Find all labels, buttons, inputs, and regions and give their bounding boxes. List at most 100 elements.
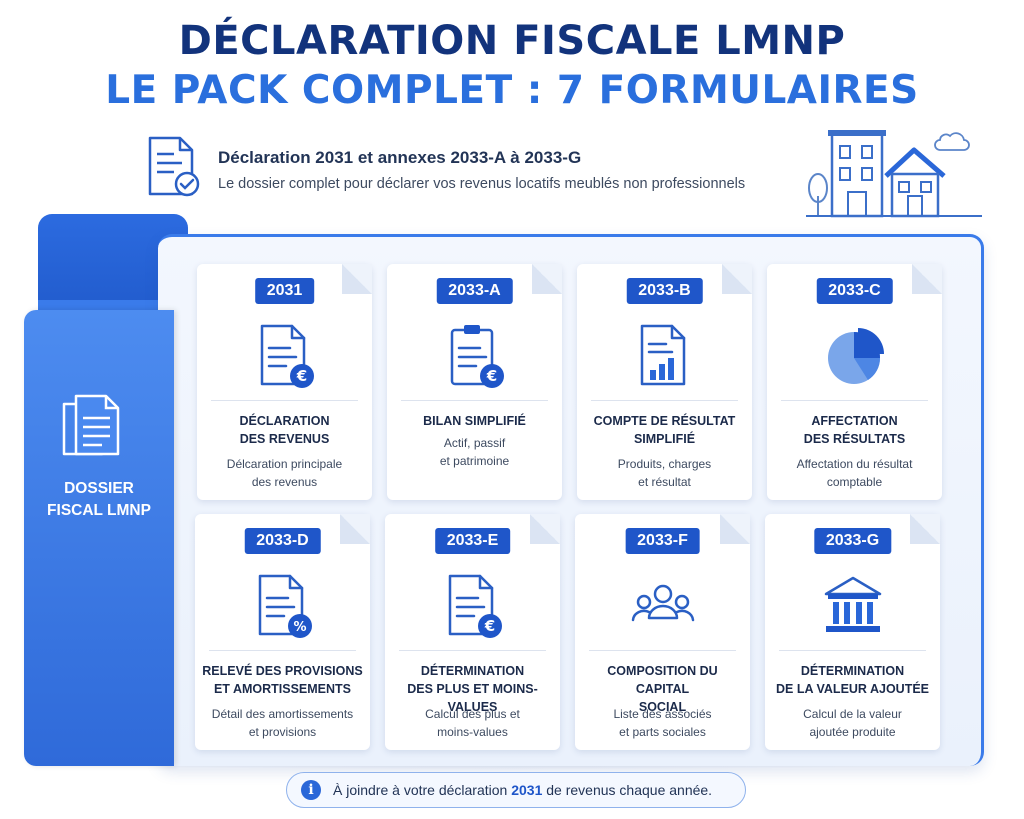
form-title: DÉCLARATION DES REVENUS — [201, 412, 368, 448]
form-desc-line2: comptable — [826, 475, 883, 489]
form-title-line2: DES PLUS ET MOINS-VALUES — [407, 682, 538, 714]
info-text-after: de revenus chaque année. — [546, 782, 713, 798]
form-title-line1: RELEVÉ DES PROVISIONS — [202, 664, 363, 678]
card-divider — [399, 650, 546, 651]
form-description: Calcul des plus et moins-values — [389, 705, 556, 741]
document-chart-icon — [640, 324, 685, 386]
info-icon: i — [301, 780, 321, 800]
form-title: COMPOSITION DU CAPITAL SOCIAL — [579, 662, 746, 716]
main-subtitle: LE PACK COMPLET : 7 FORMULAIRES — [105, 68, 919, 113]
document-euro-icon: € — [448, 574, 502, 638]
form-desc-line2: et parts sociales — [619, 725, 706, 739]
form-title-line1: DÉTERMINATION — [420, 664, 525, 678]
form-title-line1: DÉCLARATION — [239, 414, 330, 428]
form-title: COMPTE DE RÉSULTAT SIMPLIFIÉ — [581, 412, 748, 448]
card-divider — [591, 400, 738, 401]
form-desc-line1: Calcul de la valeur — [803, 707, 902, 721]
page-fold — [342, 264, 372, 294]
form-desc-line2: des revenus — [251, 475, 318, 489]
form-card-2033-c: 2033-C AFFECTATION DES RÉSULTATS Affecta… — [767, 264, 942, 500]
folder-label-line1: DOSSIER — [64, 480, 134, 497]
form-title-line1: DÉTERMINATION — [800, 664, 905, 678]
form-card-2033-g: 2033-G DÉTERMINATION DE LA VALEUR AJOUTÉ… — [765, 514, 940, 750]
form-card-2031: 2031 € DÉCLARATION DES REVENUS Délcarati… — [197, 264, 372, 500]
bank-building-icon — [824, 576, 881, 632]
form-description: Actif, passif et patrimoine — [391, 434, 558, 470]
form-code-badge: 2033-B — [626, 278, 703, 304]
form-desc-line2: ajoutée produite — [809, 725, 896, 739]
form-title: AFFECTATION DES RÉSULTATS — [771, 412, 938, 448]
header-subtitle: Déclaration 2031 et annexes 2033-A à 203… — [218, 148, 582, 167]
form-code-badge: 2033-A — [436, 278, 513, 304]
form-code-badge: 2033-D — [244, 528, 321, 554]
form-code-badge: 2033-G — [813, 528, 892, 554]
form-card-2033-d: 2033-D % RELEVÉ DES PROVISIONS ET AMORTI… — [195, 514, 370, 750]
form-code-badge: 2033-C — [816, 278, 893, 304]
form-desc-line1: Produits, charges — [617, 457, 712, 471]
svg-text:€: € — [295, 367, 306, 385]
form-code-badge: 2033-E — [434, 528, 511, 554]
form-title-line2: ET AMORTISSEMENTS — [213, 682, 352, 696]
folder-label: DOSSIER FISCAL LMNP — [24, 478, 174, 522]
form-title: BILAN SIMPLIFIÉ — [391, 412, 558, 430]
page-fold — [912, 264, 942, 294]
page-fold — [532, 264, 562, 294]
form-desc-line1: Actif, passif — [443, 436, 506, 450]
form-title-line2: SOCIAL — [638, 700, 687, 714]
clipboard-euro-icon: € — [450, 325, 504, 388]
card-divider — [209, 650, 356, 651]
document-percent-icon: % — [258, 574, 312, 638]
info-text-bold: 2031 — [511, 782, 543, 798]
documents-stack-icon — [62, 394, 120, 456]
card-divider — [401, 400, 548, 401]
header-description: Le dossier complet pour déclarer vos rev… — [218, 176, 746, 192]
page-fold — [340, 514, 370, 544]
form-desc-line2: et provisions — [248, 725, 317, 739]
form-title-line1: AFFECTATION — [811, 414, 898, 428]
card-divider — [589, 650, 736, 651]
form-title-line1: BILAN SIMPLIFIÉ — [423, 414, 526, 428]
form-title-line2: DES RÉSULTATS — [803, 432, 906, 446]
form-description: Affectation du résultat comptable — [771, 455, 938, 491]
form-title-line2: DES REVENUS — [239, 432, 330, 446]
svg-text:€: € — [483, 617, 494, 635]
form-description: Produits, charges et résultat — [581, 455, 748, 491]
page-fold — [722, 264, 752, 294]
form-description: Délcaration principale des revenus — [201, 455, 368, 491]
card-divider — [211, 400, 358, 401]
form-card-2033-a: 2033-A € BILAN SIMPLIFIÉ Actif, passif e… — [387, 264, 562, 500]
info-banner: i À joindre à votre déclaration 2031 de … — [286, 772, 746, 808]
form-desc-line1: Liste des associés — [613, 707, 712, 721]
form-desc-line1: Détail des amortissements — [211, 707, 354, 721]
form-title-line1: COMPTE DE RÉSULTAT — [593, 414, 736, 428]
form-title: DÉTERMINATION DES PLUS ET MOINS-VALUES — [389, 662, 556, 716]
form-desc-line1: Calcul des plus et — [425, 707, 520, 721]
document-check-icon — [148, 136, 200, 197]
page-fold — [910, 514, 940, 544]
form-code-badge: 2031 — [254, 278, 315, 304]
page-fold — [530, 514, 560, 544]
buildings-illustration-icon — [806, 130, 982, 218]
folder-label-line2: FISCAL LMNP — [47, 502, 151, 519]
info-text: À joindre à votre déclaration 2031 de re… — [333, 782, 712, 798]
page-fold — [720, 514, 750, 544]
form-desc-line1: Affectation du résultat — [796, 457, 913, 471]
form-card-2033-f: 2033-F COMPOSITION DU CAPITAL SOCIAL Lis… — [575, 514, 750, 750]
form-title-line2: DE LA VALEUR AJOUTÉE — [775, 682, 930, 696]
form-title: DÉTERMINATION DE LA VALEUR AJOUTÉE — [769, 662, 936, 698]
form-description: Détail des amortissements et provisions — [199, 705, 366, 741]
form-title-line2: SIMPLIFIÉ — [633, 432, 696, 446]
form-card-2033-e: 2033-E € DÉTERMINATION DES PLUS ET MOINS… — [385, 514, 560, 750]
pie-chart-icon — [827, 328, 884, 384]
people-group-icon — [631, 584, 694, 622]
svg-text:€: € — [485, 367, 496, 385]
info-text-before: À joindre à votre déclaration — [333, 782, 508, 798]
document-euro-icon: € — [260, 324, 314, 388]
card-divider — [779, 650, 926, 651]
folder-front — [24, 310, 174, 766]
form-code-badge: 2033-F — [625, 528, 700, 554]
form-card-2033-b: 2033-B COMPTE DE RÉSULTAT SIMPLIFIÉ Prod… — [577, 264, 752, 500]
main-title: DÉCLARATION FISCALE LMNP — [178, 18, 846, 64]
svg-text:%: % — [293, 620, 306, 635]
form-title-line1: COMPOSITION DU CAPITAL — [607, 664, 718, 696]
